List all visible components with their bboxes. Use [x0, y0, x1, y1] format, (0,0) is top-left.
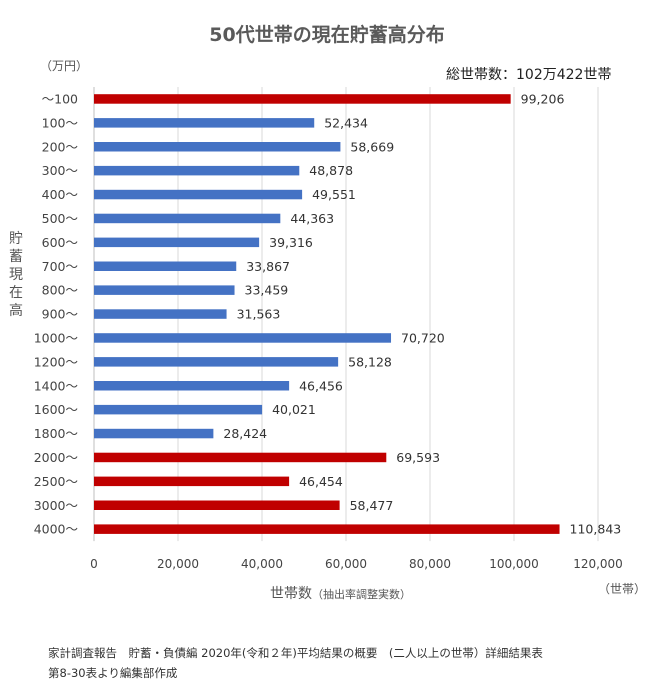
data-label: 69,593 — [396, 450, 440, 465]
y-tick-label: 3000～ — [34, 498, 78, 513]
data-label: 58,477 — [350, 498, 394, 513]
y-tick-label: 1200～ — [34, 354, 78, 369]
x-axis-label: 世帯数（抽出率調整実数） — [270, 583, 411, 603]
bar — [94, 428, 214, 439]
y-tick-label: 1800～ — [34, 426, 78, 441]
y-tick-label: 2000～ — [34, 450, 78, 465]
y-tick-label: 400～ — [42, 187, 78, 202]
bar — [94, 381, 290, 391]
data-label: 40,021 — [272, 402, 316, 417]
data-label: 28,424 — [223, 426, 267, 441]
data-label: 33,867 — [246, 259, 290, 274]
x-tick-label: 60,000 — [325, 557, 367, 571]
source-line-2: 第8-30表より編集部作成 — [48, 666, 178, 680]
y-tick-label: 100～ — [42, 115, 78, 130]
x-axis-label-text: 世帯数 — [270, 586, 312, 602]
data-label: 52,434 — [324, 115, 368, 130]
x-tick-label: 20,000 — [157, 557, 199, 571]
y-tick-label: 300～ — [42, 163, 78, 178]
bar — [94, 142, 341, 152]
source-line-1: 家計調査報告 貯蓄・負債編 2020年(令和２年)平均結果の概要 (二人以上の世… — [48, 646, 543, 660]
bar — [94, 213, 281, 224]
y-axis-label: 貯蓄現在高 — [9, 231, 23, 319]
y-tick-label: 1000～ — [34, 330, 78, 345]
x-tick-label: 80,000 — [409, 557, 451, 571]
data-label: 58,669 — [350, 139, 394, 154]
y-tick-label: 600～ — [42, 235, 78, 250]
bar — [94, 165, 300, 176]
bar — [94, 94, 511, 104]
bar — [94, 118, 315, 128]
y-tick-label: 1400～ — [34, 378, 78, 393]
x-tick-label: 120,000 — [573, 557, 623, 571]
data-label: 70,720 — [401, 330, 445, 345]
source-note: 家計調査報告 貯蓄・負債編 2020年(令和２年)平均結果の概要 (二人以上の世… — [48, 643, 543, 683]
y-axis-unit: （万円） — [40, 59, 89, 73]
data-label: 110,843 — [570, 522, 622, 537]
bar — [94, 309, 227, 319]
bar — [94, 357, 339, 367]
y-tick-label: 900～ — [42, 307, 78, 322]
bar — [94, 452, 387, 463]
y-tick-label: 800～ — [42, 283, 78, 298]
bar — [94, 237, 260, 248]
data-label: 99,206 — [521, 91, 565, 106]
data-label: 46,456 — [299, 378, 343, 393]
bar — [94, 333, 392, 343]
bar — [94, 261, 237, 271]
data-label: 48,878 — [309, 163, 353, 178]
x-tick-label: 0 — [90, 557, 98, 571]
y-tick-label: 500～ — [42, 211, 78, 226]
y-tick-label: 2500～ — [34, 474, 78, 489]
y-tick-label: 1600～ — [34, 402, 78, 417]
bar — [94, 476, 290, 487]
bar — [94, 285, 235, 295]
chart-title: 50代世帯の現在貯蓄高分布 — [209, 24, 445, 46]
data-label: 39,316 — [269, 235, 313, 250]
bar — [94, 189, 303, 200]
bar — [94, 524, 560, 534]
data-label: 44,363 — [290, 211, 334, 226]
y-tick-label: 200～ — [42, 139, 78, 154]
bar — [94, 404, 263, 415]
x-tick-label: 40,000 — [241, 557, 283, 571]
x-axis-label-note: （抽出率調整実数） — [312, 588, 411, 601]
y-tick-label: 700～ — [42, 259, 78, 274]
x-tick-label: 100,000 — [489, 557, 539, 571]
data-label: 58,128 — [348, 354, 392, 369]
data-label: 49,551 — [312, 187, 356, 202]
data-label: 33,459 — [245, 283, 289, 298]
data-label: 31,563 — [237, 307, 281, 322]
y-tick-label: 4000～ — [34, 522, 78, 537]
data-label: 46,454 — [299, 474, 343, 489]
bar — [94, 500, 340, 510]
total-households-label: 総世帯数：102万422世帯 — [446, 67, 612, 83]
y-tick-label: ～100 — [42, 91, 78, 106]
x-axis-unit: （世帯） — [598, 582, 647, 596]
